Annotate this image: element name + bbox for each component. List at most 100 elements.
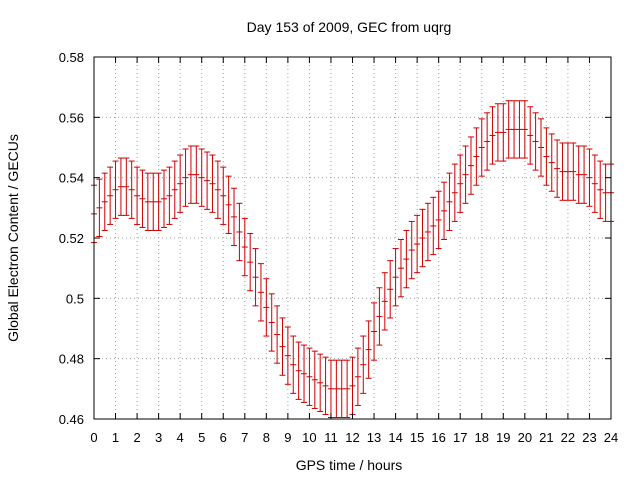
error-bar-point — [478, 118, 485, 177]
error-bar-point — [284, 326, 291, 385]
error-bar-point — [414, 214, 421, 274]
x-tick-label: 13 — [367, 430, 381, 445]
error-bar-point — [403, 229, 410, 289]
error-bar-point — [144, 172, 151, 231]
error-bar-point — [360, 335, 367, 394]
error-bar-point — [376, 287, 383, 346]
error-bar-point — [101, 172, 108, 231]
error-bar-point — [311, 350, 318, 409]
error-bar-point — [451, 163, 458, 222]
error-bar-point — [150, 172, 157, 231]
error-bar-point — [543, 127, 550, 186]
error-bar-point — [527, 106, 534, 165]
error-bar-point — [473, 127, 480, 186]
error-bar-point — [381, 272, 388, 331]
error-bar-point — [117, 157, 124, 216]
error-bar-point — [602, 163, 609, 222]
error-bar-point — [268, 293, 275, 352]
error-bar-point — [435, 190, 442, 250]
error-bar-point — [107, 166, 114, 225]
x-tick-label: 1 — [112, 430, 119, 445]
error-bar-point — [570, 142, 577, 201]
error-bar-point — [457, 154, 464, 213]
x-tick-label: 24 — [604, 430, 618, 445]
error-bar-point — [338, 359, 345, 418]
error-bar-point — [112, 160, 119, 219]
error-bar-point — [462, 145, 469, 204]
error-bar-point — [327, 359, 334, 418]
error-bar-point — [521, 100, 528, 159]
y-tick-label: 0.5 — [66, 291, 84, 306]
error-bar-point — [96, 178, 103, 237]
x-tick-label: 20 — [518, 430, 532, 445]
error-bar-point — [548, 133, 555, 192]
error-bar-point — [489, 106, 496, 165]
y-tick-label: 0.58 — [59, 50, 84, 65]
error-bar-point — [581, 145, 588, 204]
error-bar-point — [220, 166, 227, 225]
error-bar-point — [290, 335, 297, 394]
error-bar-point — [123, 157, 130, 216]
error-bar-point — [252, 248, 259, 307]
error-bar-point — [263, 278, 270, 337]
error-bar-point — [166, 166, 173, 225]
error-bar-point — [128, 160, 135, 219]
error-bar-point — [209, 154, 216, 213]
error-bar-point — [354, 347, 361, 406]
y-tick-label: 0.48 — [59, 352, 84, 367]
error-bar-point — [500, 103, 507, 162]
y-axis-label: Global Electron Content / GECUs — [5, 134, 21, 342]
error-bar-point — [575, 145, 582, 204]
error-bar-point — [241, 217, 248, 277]
error-bar-point — [257, 263, 264, 322]
error-bar-point — [365, 320, 372, 379]
x-tick-label: 3 — [155, 430, 162, 445]
error-bar-point — [494, 103, 501, 162]
x-tick-label: 9 — [284, 430, 291, 445]
x-tick-label: 4 — [177, 430, 184, 445]
error-bar-point — [371, 302, 378, 361]
x-tick-label: 18 — [475, 430, 489, 445]
x-tick-label: 7 — [241, 430, 248, 445]
error-bar-point — [586, 148, 593, 207]
error-bar-point — [387, 260, 394, 319]
x-tick-label: 0 — [90, 430, 97, 445]
error-bar-point — [397, 239, 404, 298]
error-bar-point — [171, 160, 178, 219]
error-bar-point — [247, 232, 254, 292]
x-tick-label: 16 — [431, 430, 445, 445]
error-bar-point — [511, 100, 518, 159]
error-bar-point — [597, 160, 604, 219]
error-bar-point — [349, 356, 356, 415]
error-bar-point — [322, 356, 329, 415]
error-bar-series — [91, 100, 614, 418]
x-axis-ticks: 0 1 2 3 4 5 6 7 8 9 10 11 12 13 14 15 16 17 18 19 20 21 22 23 24 — [90, 57, 618, 445]
error-bar-point — [155, 172, 162, 231]
error-bar-point — [467, 136, 474, 195]
x-tick-label: 8 — [263, 430, 270, 445]
x-tick-label: 6 — [220, 430, 227, 445]
x-tick-label: 23 — [582, 430, 596, 445]
x-tick-label: 17 — [453, 430, 467, 445]
x-tick-label: 12 — [345, 430, 359, 445]
error-bar-point — [236, 202, 243, 262]
error-bar-point — [306, 347, 313, 406]
error-bar-point — [559, 142, 566, 201]
error-bar-point — [295, 341, 302, 400]
error-bar-point — [214, 160, 221, 219]
x-tick-label: 22 — [561, 430, 575, 445]
error-bar-point — [279, 317, 286, 376]
error-bar-point — [317, 353, 324, 412]
error-bar-point — [333, 359, 340, 418]
error-bar-point — [516, 100, 523, 159]
error-bar-point — [177, 154, 184, 213]
x-tick-label: 19 — [496, 430, 510, 445]
error-bar-point — [301, 344, 308, 403]
error-bar-point — [484, 112, 491, 171]
y-axis-ticks: 0.46 0.48 0.5 0.52 0.54 0.56 0.58 — [59, 50, 611, 427]
error-bar-point — [231, 187, 238, 247]
error-bar-point — [591, 154, 598, 213]
error-bar-point — [554, 139, 561, 198]
error-bar-point — [274, 305, 281, 364]
